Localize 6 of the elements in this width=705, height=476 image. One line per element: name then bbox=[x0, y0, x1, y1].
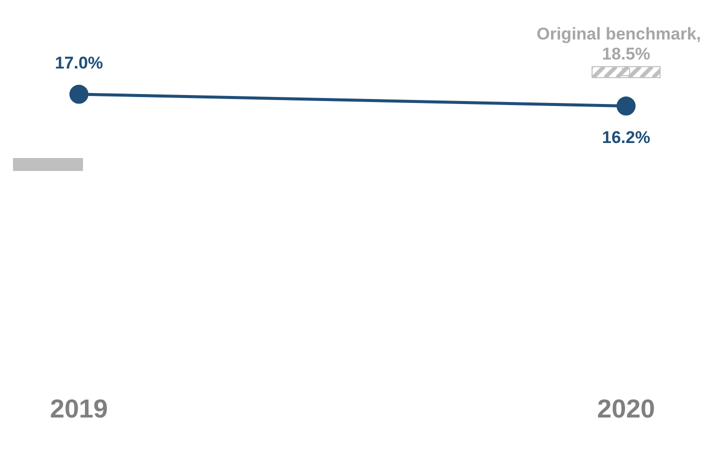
data-label: 16.2% bbox=[602, 128, 650, 148]
x-tick-label: 2020 bbox=[597, 394, 655, 424]
data-label: 18.5% bbox=[602, 44, 650, 64]
x-tick-label: 2019 bbox=[50, 394, 108, 424]
data-label: 17.0% bbox=[54, 53, 104, 72]
annotation: Original benchmark, bbox=[536, 24, 702, 44]
